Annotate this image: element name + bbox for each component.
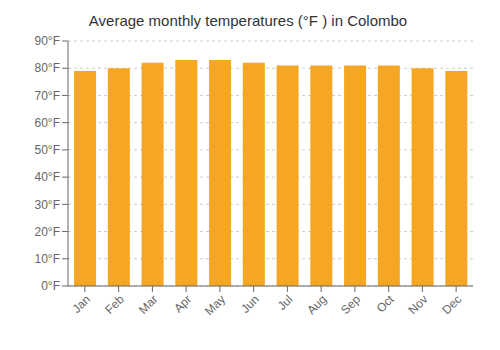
svg-text:50°F: 50°F <box>35 143 60 157</box>
svg-text:Jul: Jul <box>275 292 296 313</box>
svg-text:60°F: 60°F <box>35 116 60 130</box>
svg-text:Sep: Sep <box>338 292 363 317</box>
svg-text:70°F: 70°F <box>35 89 60 103</box>
svg-text:Dec: Dec <box>439 292 464 317</box>
svg-text:May: May <box>202 292 228 318</box>
svg-text:Nov: Nov <box>406 292 431 317</box>
svg-text:Jan: Jan <box>69 292 93 316</box>
svg-text:40°F: 40°F <box>35 170 60 184</box>
svg-text:20°F: 20°F <box>35 225 60 239</box>
svg-text:Aug: Aug <box>304 292 329 317</box>
svg-text:Feb: Feb <box>102 292 127 317</box>
svg-text:Jun: Jun <box>238 292 262 316</box>
svg-text:30°F: 30°F <box>35 198 60 212</box>
svg-text:Mar: Mar <box>136 292 161 317</box>
svg-text:Apr: Apr <box>171 292 194 315</box>
svg-text:80°F: 80°F <box>35 61 60 75</box>
svg-text:90°F: 90°F <box>35 34 60 48</box>
svg-text:0°F: 0°F <box>41 279 60 293</box>
svg-text:Oct: Oct <box>374 292 398 316</box>
svg-text:10°F: 10°F <box>35 252 60 266</box>
html-text:Average monthly temperatures (: Average monthly temperatures (°F ) in Co… <box>88 12 408 29</box>
